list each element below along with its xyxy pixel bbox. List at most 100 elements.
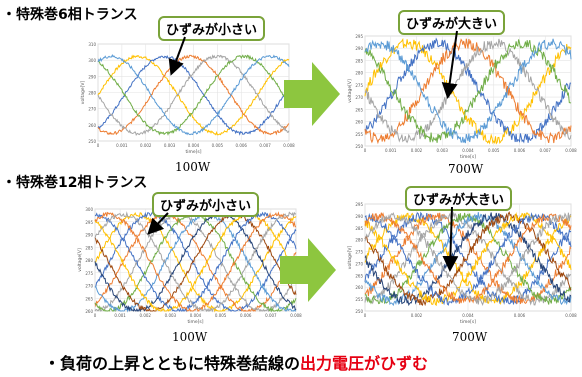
- pointer-arrow: [168, 36, 186, 76]
- series-line: [364, 39, 572, 143]
- series-line: [94, 212, 297, 313]
- series-line: [94, 211, 297, 313]
- conclusion-highlight: 出力電圧がひずむ: [300, 354, 429, 373]
- right-arrow-icon: [280, 238, 336, 302]
- series-line: [364, 212, 572, 307]
- pointer-arrow: [441, 30, 458, 99]
- x-tick-label: 0: [364, 313, 367, 318]
- chart-6phase-100w: 250 260 270 280 290 300 310 0 0.001 0.002 0.003 0.0…: [78, 40, 295, 155]
- y-tick-label: 255: [355, 297, 363, 302]
- x-tick-label: 0.001: [116, 143, 128, 148]
- y-tick-label: 260: [355, 120, 363, 125]
- x-tick-label: 0.002: [140, 313, 152, 318]
- y-tick-label: 280: [88, 91, 96, 96]
- chart-12phase-700w: 250 255 260 265 270 275 280 285 290 295 0 0.002 0.00…: [345, 200, 577, 325]
- series-line: [364, 38, 572, 145]
- y-tick-label: 260: [88, 123, 96, 128]
- callout-distortion-small: ひずみが小さい: [158, 16, 266, 41]
- x-tick-label: 0.003: [164, 143, 176, 148]
- callout-distortion-large: ひずみが大きい: [405, 186, 513, 211]
- x-tick-label: 0.008: [565, 148, 577, 153]
- y-tick-label: 270: [355, 261, 363, 266]
- series-line: [364, 212, 572, 305]
- y-tick-label: 300: [85, 207, 93, 212]
- x-tick-label: 0: [97, 143, 100, 148]
- power-label-700w: 700W: [448, 162, 484, 176]
- chart-12phase-100w: 260 265 270 275 280 285 290 295 300 0 0.001 0.002 0.…: [75, 205, 302, 325]
- series-line: [364, 212, 572, 307]
- y-tick-label: 285: [355, 58, 363, 63]
- x-tick-label: 0.007: [265, 313, 277, 318]
- x-tick-label: 0.004: [462, 313, 474, 318]
- series-line: [364, 212, 572, 304]
- chart-6phase-700w: 250 255 260 265 270 275 280 285 290 295 0 0.001 0.00…: [345, 32, 577, 160]
- conclusion-prefix: ・負荷の上昇とともに特殊巻結線の: [44, 354, 301, 373]
- conclusion-text: ・負荷の上昇とともに特殊巻結線の出力電圧がひずむ: [44, 350, 428, 374]
- y-axis-label: voltage[V]: [80, 81, 86, 105]
- y-tick-label: 265: [355, 273, 363, 278]
- callout-distortion-small: ひずみが小さい: [152, 192, 260, 217]
- series-line: [364, 211, 572, 305]
- y-tick-label: 275: [85, 271, 93, 276]
- x-tick-label: 0.002: [140, 143, 152, 148]
- y-tick-label: 285: [355, 226, 363, 231]
- x-tick-label: 0.002: [411, 313, 423, 318]
- series-line: [97, 54, 290, 136]
- x-tick-label: 0.005: [488, 148, 500, 153]
- y-tick-label: 255: [355, 132, 363, 137]
- x-tick-label: 0.002: [411, 148, 423, 153]
- series-line: [97, 54, 290, 136]
- x-tick-label: 0.006: [514, 313, 526, 318]
- y-tick-label: 270: [355, 95, 363, 100]
- power-label-100w: 100W: [175, 160, 211, 174]
- y-tick-label: 260: [85, 309, 93, 314]
- power-label-100w: 100W: [172, 330, 208, 344]
- pointer-arrow: [442, 206, 459, 272]
- x-tick-label: 0.004: [188, 143, 200, 148]
- x-tick-label: 0.008: [290, 313, 302, 318]
- right-arrow-icon: [284, 62, 340, 126]
- y-tick-label: 275: [355, 83, 363, 88]
- series-line: [364, 37, 572, 144]
- series-line: [364, 212, 572, 307]
- y-tick-label: 280: [355, 238, 363, 243]
- y-tick-label: 290: [85, 233, 93, 238]
- y-tick-label: 285: [85, 245, 93, 250]
- x-tick-label: 0.001: [114, 313, 126, 318]
- y-tick-label: 280: [355, 71, 363, 76]
- x-tick-label: 0.008: [565, 313, 577, 318]
- y-tick-label: 270: [88, 107, 96, 112]
- x-tick-label: 0.006: [236, 143, 248, 148]
- y-tick-label: 250: [355, 144, 363, 149]
- series-line: [94, 211, 297, 313]
- series-line: [364, 38, 572, 145]
- y-tick-label: 295: [355, 202, 363, 207]
- series-line: [97, 54, 290, 136]
- series-line: [94, 211, 297, 312]
- series-line: [364, 212, 572, 306]
- y-axis-label: voltage[V]: [347, 246, 353, 270]
- y-axis-label: voltage[V]: [347, 79, 353, 103]
- power-label-700w: 700W: [452, 330, 488, 344]
- y-axis-label: voltage[V]: [77, 248, 83, 272]
- y-tick-label: 275: [355, 250, 363, 255]
- x-tick-label: 0.005: [215, 313, 227, 318]
- y-tick-label: 290: [355, 214, 363, 219]
- x-axis-label: time[s]: [187, 319, 203, 325]
- y-tick-label: 300: [88, 58, 96, 63]
- series-line: [97, 54, 290, 137]
- series-line: [364, 38, 572, 144]
- x-tick-label: 0.006: [240, 313, 252, 318]
- x-axis-label: time[s]: [460, 154, 476, 160]
- x-tick-label: 0: [364, 148, 367, 153]
- y-tick-label: 295: [355, 34, 363, 39]
- section-title-6phase: ・特殊巻6相トランス: [2, 7, 138, 23]
- x-axis-label: time[s]: [460, 319, 476, 325]
- x-tick-label: 0: [94, 313, 97, 318]
- x-tick-label: 0.007: [259, 143, 271, 148]
- x-tick-label: 0.003: [165, 313, 177, 318]
- y-tick-label: 260: [355, 285, 363, 290]
- x-tick-label: 0.006: [514, 148, 526, 153]
- callout-distortion-large: ひずみが大きい: [398, 10, 506, 35]
- section-title-12phase: ・特殊巻12相トランス: [2, 175, 148, 191]
